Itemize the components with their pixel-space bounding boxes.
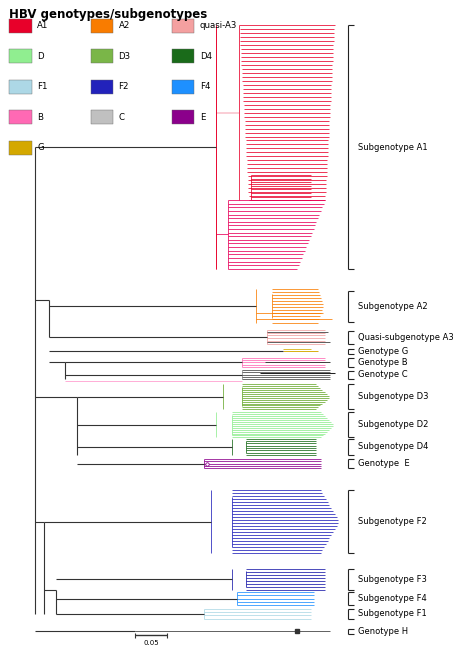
FancyBboxPatch shape (91, 80, 113, 94)
FancyBboxPatch shape (9, 49, 32, 63)
Text: Subgenotype A1: Subgenotype A1 (358, 142, 428, 151)
FancyBboxPatch shape (91, 19, 113, 32)
Text: quasi-A3: quasi-A3 (200, 21, 237, 30)
Text: E: E (200, 113, 205, 122)
FancyBboxPatch shape (172, 80, 194, 94)
FancyBboxPatch shape (172, 111, 194, 124)
FancyBboxPatch shape (9, 80, 32, 94)
Text: D4: D4 (200, 52, 212, 60)
Text: Genotype B: Genotype B (358, 358, 407, 367)
Text: Subgenotype F2: Subgenotype F2 (358, 517, 427, 526)
Text: Genotype C: Genotype C (358, 370, 407, 380)
FancyBboxPatch shape (172, 19, 194, 32)
Text: 0.05: 0.05 (143, 640, 159, 646)
FancyBboxPatch shape (172, 49, 194, 63)
FancyBboxPatch shape (91, 111, 113, 124)
Text: Quasi-subgenotype A3: Quasi-subgenotype A3 (358, 333, 454, 342)
Text: B: B (37, 113, 43, 122)
Text: Subgenotype F1: Subgenotype F1 (358, 609, 427, 618)
FancyBboxPatch shape (9, 141, 32, 155)
Text: A2: A2 (118, 21, 130, 30)
FancyBboxPatch shape (91, 49, 113, 63)
Text: F4: F4 (200, 83, 210, 91)
Text: Genotype G: Genotype G (358, 346, 408, 356)
Text: Genotype  E: Genotype E (358, 459, 410, 468)
FancyBboxPatch shape (9, 111, 32, 124)
Text: D: D (37, 52, 44, 60)
Text: C: C (118, 113, 125, 122)
Text: HBV genotypes/subgenotypes: HBV genotypes/subgenotypes (9, 8, 208, 21)
Text: F2: F2 (118, 83, 129, 91)
Text: Subgenotype F3: Subgenotype F3 (358, 575, 427, 584)
Text: Subgenotype D2: Subgenotype D2 (358, 421, 428, 430)
Text: Subgenotype F4: Subgenotype F4 (358, 594, 427, 603)
Text: Genotype H: Genotype H (358, 627, 408, 636)
Text: D3: D3 (118, 52, 131, 60)
Text: G: G (37, 144, 44, 152)
Text: F1: F1 (37, 83, 48, 91)
Text: A1: A1 (37, 21, 49, 30)
FancyBboxPatch shape (9, 19, 32, 32)
Text: Subgenotype D4: Subgenotype D4 (358, 442, 428, 451)
Text: Subgenotype A2: Subgenotype A2 (358, 302, 428, 311)
Text: Subgenotype D3: Subgenotype D3 (358, 393, 428, 401)
